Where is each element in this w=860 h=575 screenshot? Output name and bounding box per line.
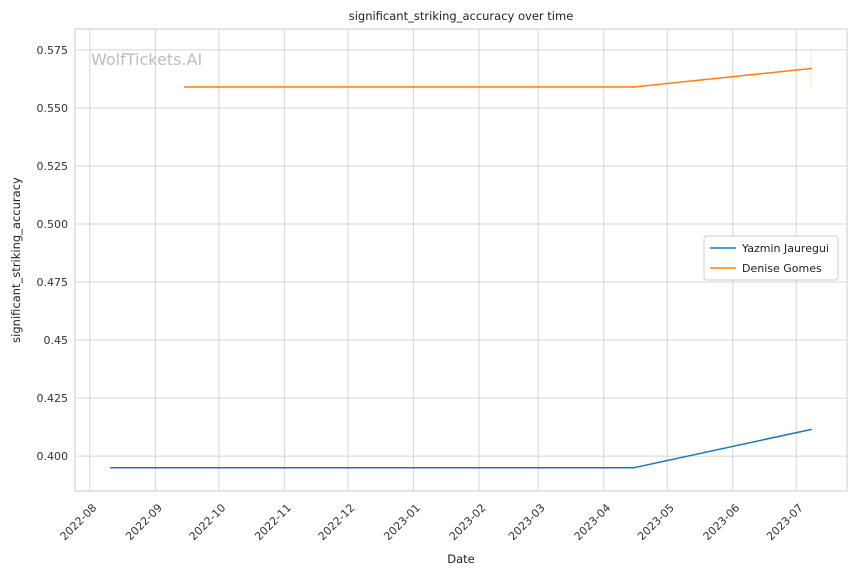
legend-label-denise-gomes: Denise Gomes (742, 262, 822, 275)
data-point-denise-gomes (184, 86, 186, 88)
data-point-yazmin-jauregui (810, 428, 812, 431)
y-tick-label: 0.525 (37, 160, 69, 173)
x-axis-title: Date (447, 552, 475, 566)
legend-box (703, 235, 839, 281)
watermark: WolfTickets.AI (91, 50, 202, 69)
y-tick-label: 0.550 (37, 102, 69, 115)
grid (75, 29, 847, 491)
data-point-yazmin-jauregui (632, 466, 635, 469)
data-point-denise-gomes (810, 67, 812, 70)
y-tick-label: 0.475 (37, 276, 69, 289)
y-tick-label: 0.45 (44, 334, 69, 347)
chart-title: significant_striking_accuracy over time (349, 9, 574, 23)
y-tick-label: 0.400 (37, 450, 69, 463)
legend: Yazmin Jauregui Denise Gomes (703, 235, 839, 281)
data-point-denise-gomes (632, 86, 635, 88)
y-tick-label: 0.575 (37, 44, 69, 57)
series-lines (110, 51, 812, 469)
legend-label-yazmin-jauregui: Yazmin Jauregui (741, 242, 829, 255)
y-tick-label: 0.500 (37, 218, 69, 231)
data-point-yazmin-jauregui (110, 466, 112, 469)
y-tick-label: 0.425 (37, 392, 69, 405)
y-axis-title: significant_striking_accuracy (9, 177, 23, 343)
